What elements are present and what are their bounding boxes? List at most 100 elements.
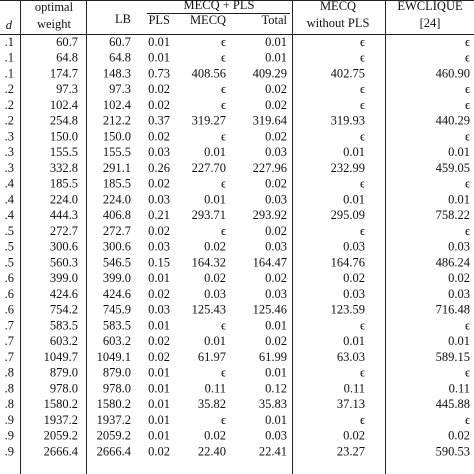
cell-lb: 1937.2 <box>97 413 131 427</box>
cell-mecq-no-pls: 123.59 <box>331 303 365 317</box>
cell-ewclique: 486.24 <box>436 255 471 269</box>
cell-pls: 0.15 <box>148 255 170 269</box>
cell-mecq-no-pls: ϵ <box>360 366 365 380</box>
cell-d: .3 <box>5 145 14 159</box>
cell-ewclique: 0.03 <box>448 240 470 254</box>
cell-mecq: ϵ <box>221 35 226 49</box>
cell-total: 0.03 <box>265 192 287 206</box>
cell-mecq: ϵ <box>221 98 226 112</box>
cell-mecq: 0.01 <box>204 192 226 206</box>
cell-optimal: 879.0 <box>50 366 78 380</box>
cell-mecq-no-pls: 232.99 <box>331 161 365 175</box>
cell-optimal: 2666.4 <box>44 444 79 458</box>
cell-mecq-no-pls: ϵ <box>360 82 365 96</box>
cell-d: .9 <box>5 413 14 427</box>
cell-total: 0.01 <box>265 51 287 65</box>
cell-total: 125.46 <box>253 303 287 317</box>
cell-ewclique: 758.22 <box>436 208 470 222</box>
cell-total: 0.03 <box>265 240 287 254</box>
cell-lb: 102.4 <box>103 98 132 112</box>
cell-mecq: 0.01 <box>204 334 226 348</box>
cell-optimal: 185.5 <box>50 177 78 191</box>
cell-mecq-no-pls: 0.01 <box>343 145 365 159</box>
cell-mecq: 227.70 <box>192 161 226 175</box>
cell-ewclique: ϵ <box>465 318 470 332</box>
cell-ewclique: 440.29 <box>436 114 470 128</box>
header-ref: [24] <box>420 16 441 30</box>
cell-optimal: 254.8 <box>50 114 78 128</box>
cell-ewclique: ϵ <box>465 413 470 427</box>
cell-mecq: 293.71 <box>192 208 226 222</box>
cell-ewclique: 0.02 <box>448 429 470 443</box>
cell-optimal: 60.7 <box>56 35 78 49</box>
cell-ewclique: 445.88 <box>436 397 470 411</box>
cell-lb: 272.7 <box>103 224 131 238</box>
cell-total: 164.47 <box>253 255 287 269</box>
cell-mecq-no-pls: 402.75 <box>331 66 365 80</box>
cell-mecq: 0.03 <box>204 287 226 301</box>
cell-optimal: 64.8 <box>56 51 78 65</box>
cell-mecq: ϵ <box>221 51 226 65</box>
cell-d: .5 <box>5 240 14 254</box>
cell-mecq: 0.02 <box>204 429 226 443</box>
header-optimal: optimal <box>35 0 74 14</box>
cell-total: 0.02 <box>265 334 287 348</box>
cell-pls: 0.01 <box>148 35 170 49</box>
cell-total: 22.41 <box>259 444 287 458</box>
cell-mecq-no-pls: ϵ <box>360 318 365 332</box>
cell-ewclique: 0.01 <box>448 334 470 348</box>
cell-d: .6 <box>5 271 14 285</box>
cell-lb: 2666.4 <box>97 444 132 458</box>
cell-total: 61.99 <box>259 350 287 364</box>
cell-lb: 583.5 <box>103 318 131 332</box>
cell-d: .4 <box>5 208 15 222</box>
cell-optimal: 560.3 <box>50 255 78 269</box>
cell-mecq-no-pls: ϵ <box>360 177 365 191</box>
cell-pls: 0.01 <box>148 271 170 285</box>
cell-total: 0.03 <box>265 287 287 301</box>
cell-optimal: 102.4 <box>50 98 79 112</box>
cell-mecq-no-pls: 319.93 <box>331 114 365 128</box>
header-mecq2: MECQ <box>320 0 356 13</box>
cell-ewclique: 0.03 <box>448 287 470 301</box>
cell-total: 0.02 <box>265 271 287 285</box>
cell-mecq-no-pls: 0.01 <box>343 192 365 206</box>
cell-optimal: 583.5 <box>50 318 78 332</box>
cell-pls: 0.26 <box>148 161 170 175</box>
cell-lb: 399.0 <box>103 271 131 285</box>
cell-d: .4 <box>5 192 15 206</box>
cell-ewclique: ϵ <box>465 366 470 380</box>
cell-lb: 2059.2 <box>97 429 131 443</box>
cell-mecq: ϵ <box>221 82 226 96</box>
cell-mecq-no-pls: ϵ <box>360 129 365 143</box>
cell-ewclique: ϵ <box>465 82 470 96</box>
cell-ewclique: 460.90 <box>436 66 470 80</box>
cell-mecq-no-pls: 0.03 <box>343 240 365 254</box>
cell-mecq-no-pls: 0.02 <box>343 429 365 443</box>
cell-lb: 64.8 <box>109 51 131 65</box>
cell-mecq-no-pls: 63.03 <box>337 350 365 364</box>
cell-d: .3 <box>5 129 14 143</box>
cell-total: 0.12 <box>265 381 287 395</box>
cell-lb: 978.0 <box>103 381 131 395</box>
cell-ewclique: 716.48 <box>436 303 470 317</box>
cell-d: .2 <box>5 98 14 112</box>
cell-optimal: 150.0 <box>50 129 78 143</box>
cell-total: 0.02 <box>265 82 287 96</box>
cell-optimal: 1049.7 <box>44 350 78 364</box>
cell-mecq-no-pls: ϵ <box>360 413 365 427</box>
cell-total: 0.02 <box>265 177 287 191</box>
cell-mecq: 0.01 <box>204 145 226 159</box>
cell-optimal: 444.3 <box>50 208 78 222</box>
cell-ewclique: 0.02 <box>448 271 470 285</box>
cell-pls: 0.01 <box>148 397 170 411</box>
cell-mecq-no-pls: 0.11 <box>344 381 365 395</box>
cell-lb: 224.0 <box>103 192 131 206</box>
cell-total: 0.02 <box>265 98 287 112</box>
cell-optimal: 603.2 <box>50 334 78 348</box>
cell-optimal: 300.6 <box>50 240 78 254</box>
header-lb: LB <box>115 12 131 26</box>
cell-optimal: 272.7 <box>50 224 78 238</box>
cell-pls: 0.37 <box>148 114 170 128</box>
cell-mecq: 408.56 <box>192 66 226 80</box>
